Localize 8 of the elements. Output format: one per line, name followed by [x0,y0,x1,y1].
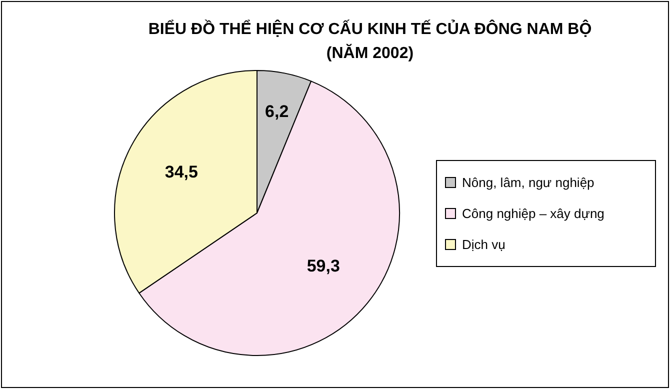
data-label: 6,2 [265,102,289,122]
data-label: 34,5 [164,162,198,182]
data-label: 59,3 [306,256,340,276]
legend-label: Công nghiệp – xây dựng [462,206,604,221]
chart-title: BIỂU ĐỒ THỂ HIỆN CƠ CẤU KINH TẾ CỦA ĐÔNG NAM BỘ [147,18,593,40]
legend-label: Dịch vụ [462,237,506,252]
legend-label: Nông, lâm, ngư nghiệp [462,175,594,190]
chart-subtitle: (NĂM 2002) [325,42,415,64]
